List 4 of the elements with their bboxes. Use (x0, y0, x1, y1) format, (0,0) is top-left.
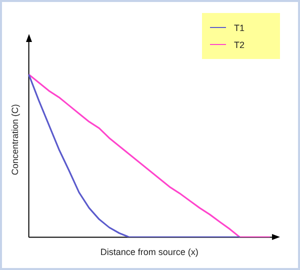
y-axis-title: Concentration (C) (10, 104, 20, 176)
x-axis-title: Distance from source (x) (100, 247, 198, 258)
legend-label: T1 (234, 22, 245, 32)
legend-label: T2 (234, 40, 245, 50)
